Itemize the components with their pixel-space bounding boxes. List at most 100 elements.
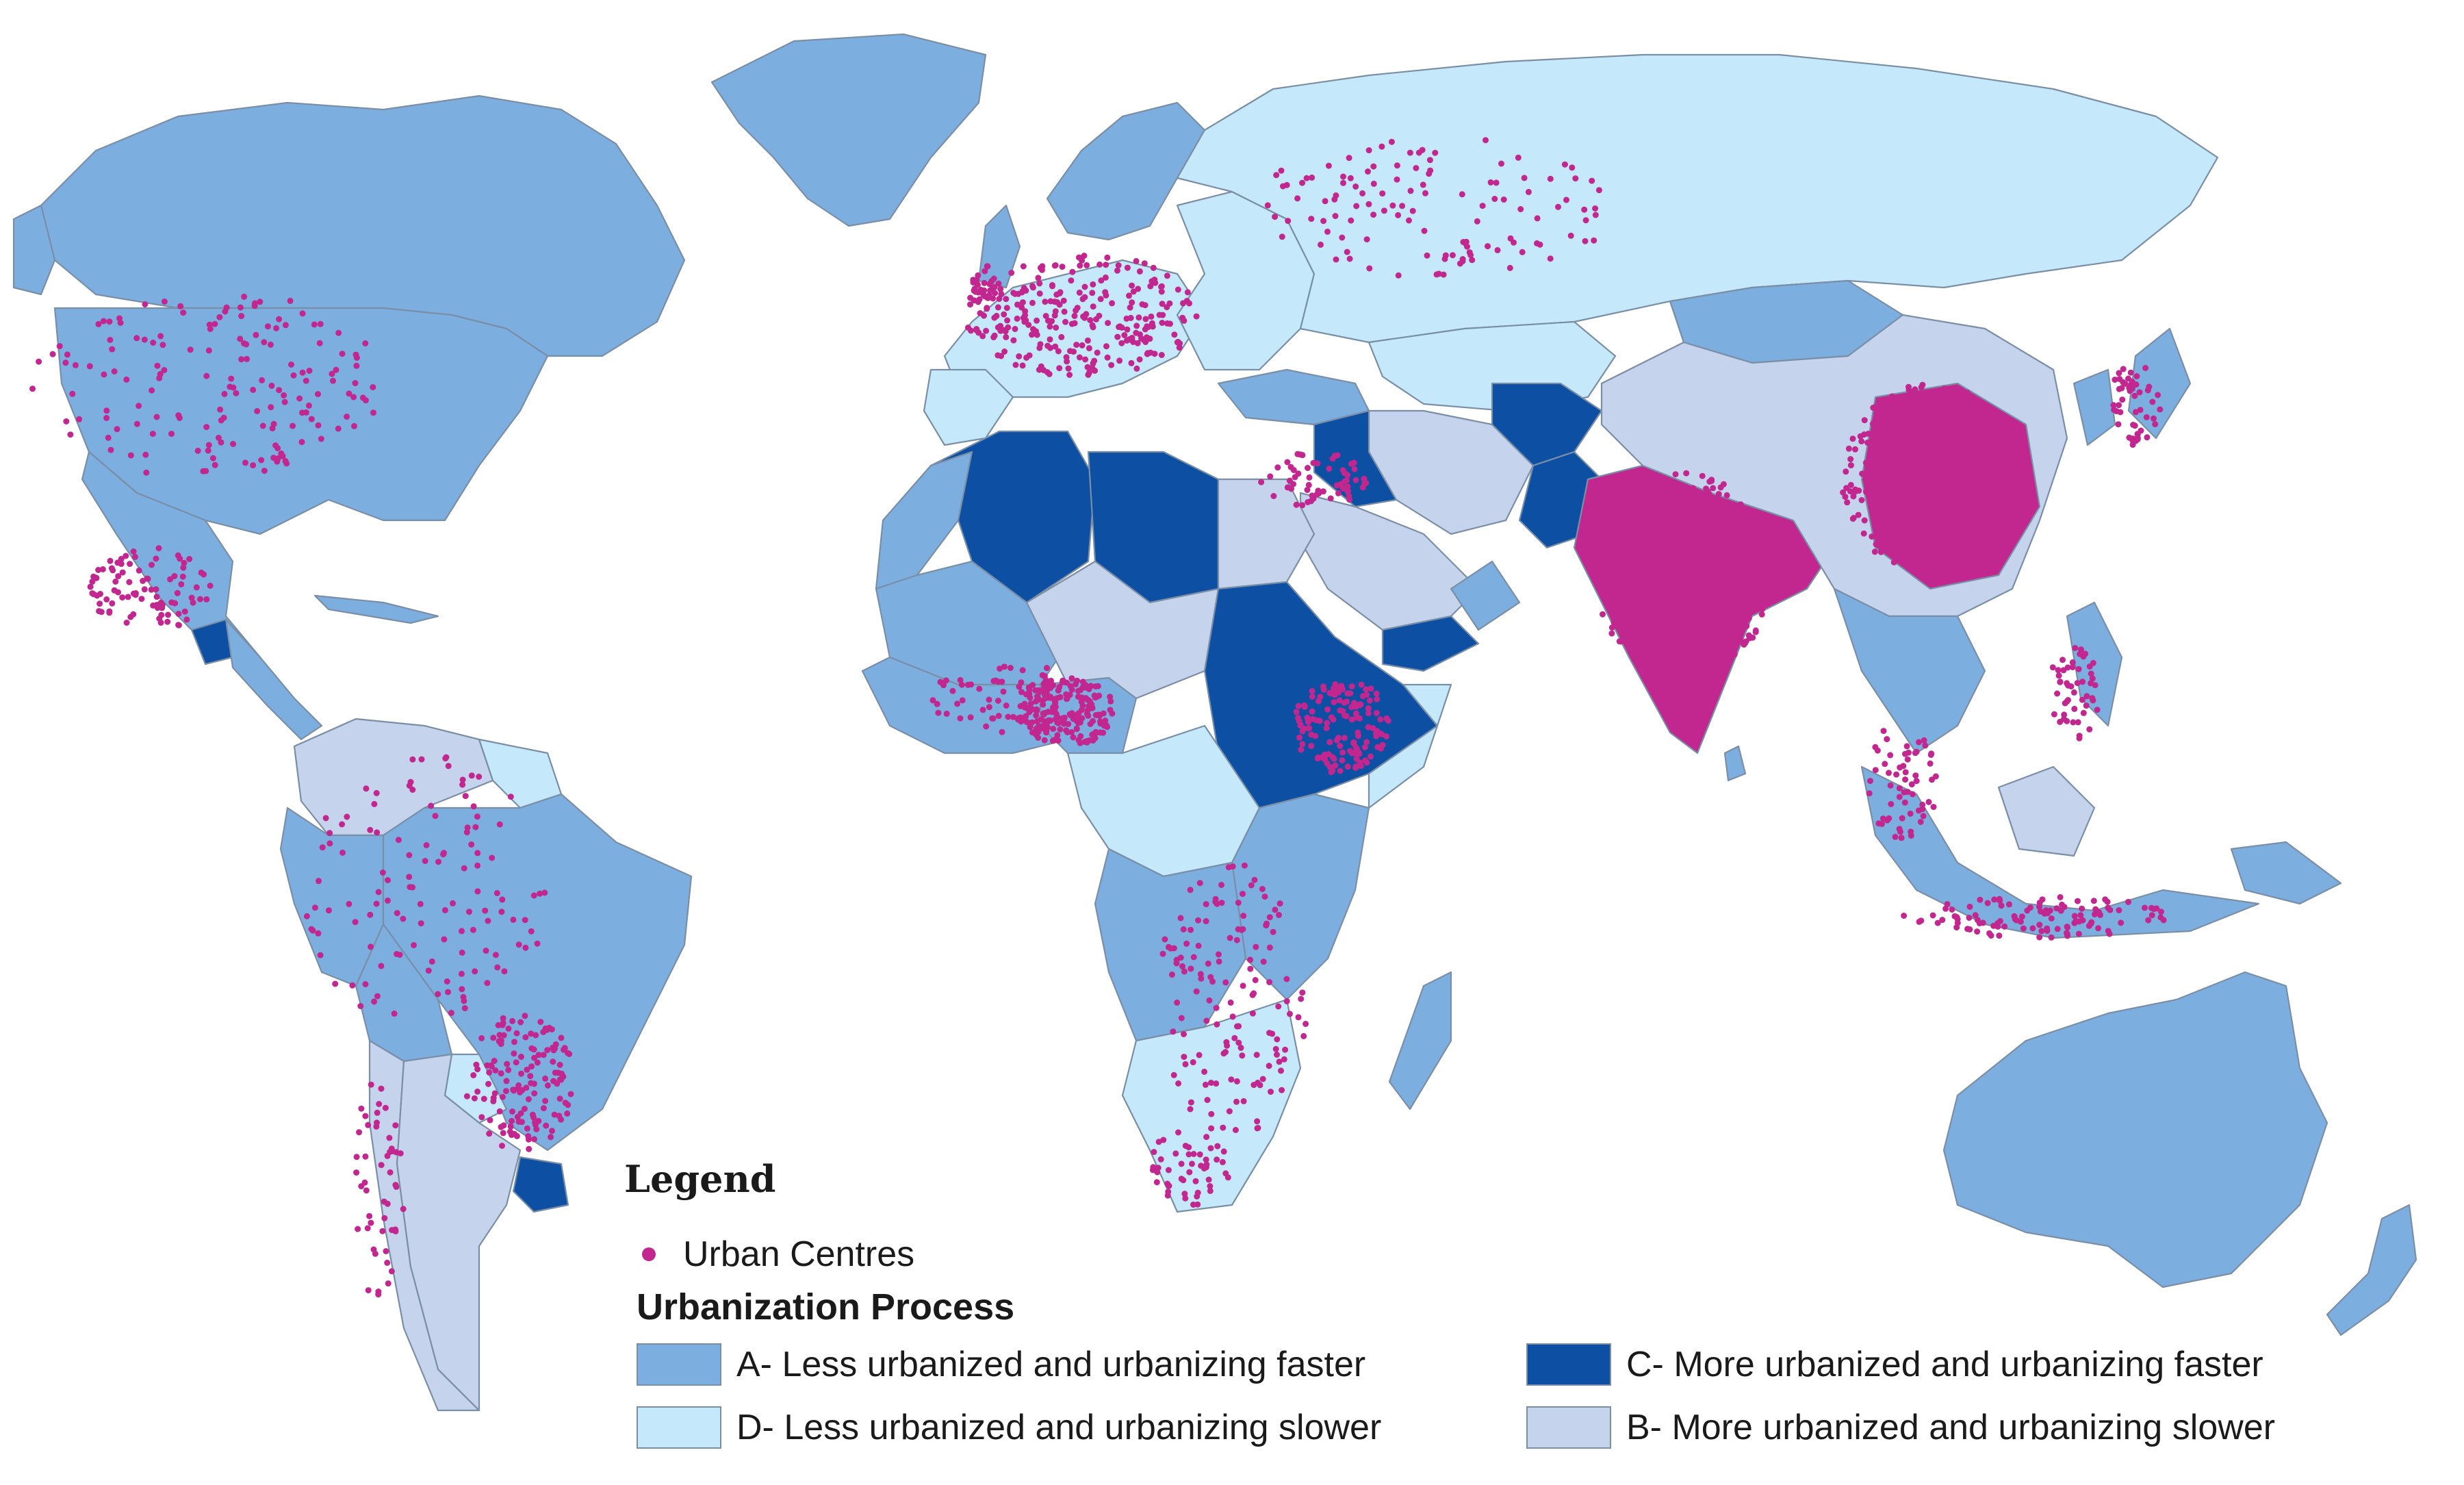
urban-centre-dot xyxy=(1165,1167,1172,1173)
urban-centre-dot xyxy=(1843,468,1849,475)
urban-centre-dot xyxy=(400,915,407,922)
urban-centre-dot xyxy=(1913,414,1920,421)
urban-centre-dot xyxy=(183,616,190,623)
urban-centre-dot xyxy=(499,1093,506,1100)
urban-centre-dot xyxy=(165,611,171,618)
urban-centre-dot xyxy=(1963,520,1970,527)
urban-centre-dot xyxy=(72,361,79,368)
urban-centre-dot xyxy=(1934,409,1940,416)
urban-centre-dot xyxy=(1902,451,1909,458)
urban-centre-dot xyxy=(1743,623,1750,629)
legend-item-b: B- More urbanized and urbanizing slower xyxy=(1526,1406,2275,1449)
urban-centre-dot xyxy=(335,425,342,432)
urban-centre-dot xyxy=(395,837,402,843)
urban-centre-dot xyxy=(387,1169,394,1176)
urban-centre-dot xyxy=(2118,385,2125,392)
urban-centre-dot xyxy=(1899,509,1906,515)
urban-centre-dot xyxy=(1050,726,1057,732)
urban-centre-dot xyxy=(466,909,472,915)
urban-centre-dot xyxy=(1667,634,1674,641)
urban-centre-dot xyxy=(1347,748,1353,754)
urban-centre-dot xyxy=(1188,926,1194,933)
urban-centre-dot xyxy=(1710,630,1717,637)
urban-centre-dot xyxy=(2061,711,2068,718)
urban-centre-dot xyxy=(1007,665,1014,671)
urban-centre-dot xyxy=(394,910,400,917)
urban-centre-dot xyxy=(2036,922,2043,928)
urban-centre-dot xyxy=(542,1097,549,1104)
urban-centre-dot xyxy=(1628,622,1635,629)
urban-centre-dot xyxy=(1344,488,1351,495)
urban-centre-dot xyxy=(484,1062,491,1069)
urban-centre-dot xyxy=(450,900,456,906)
urban-centre-dot xyxy=(1144,323,1151,330)
urban-centre-dot xyxy=(1288,485,1294,492)
urban-centre-dot xyxy=(1181,1054,1188,1061)
urban-centre-dot xyxy=(157,370,164,377)
urban-centre-dot xyxy=(984,305,990,312)
urban-centre-dot xyxy=(2115,421,2122,428)
urban-centre-dot xyxy=(1309,687,1316,694)
urban-centre-dot xyxy=(177,303,184,309)
urban-centre-dot xyxy=(2007,489,2014,495)
urban-centre-dot xyxy=(984,263,991,270)
urban-centre-dot xyxy=(216,314,223,320)
urban-centre-dot xyxy=(1084,337,1091,344)
urban-centre-dot xyxy=(1010,290,1017,296)
urban-centre-dot xyxy=(1171,331,1178,338)
urban-centre-dot xyxy=(339,821,346,828)
urban-centre-dot xyxy=(125,594,131,600)
urban-centre-dot xyxy=(967,714,974,721)
urban-centre-dot xyxy=(1684,520,1691,526)
urban-centre-dot xyxy=(1934,544,1941,550)
urban-centre-dot xyxy=(1148,320,1155,327)
urban-centre-dot xyxy=(1973,434,1980,441)
urban-centre-dot xyxy=(2039,896,2046,903)
urban-centre-dot xyxy=(1686,526,1693,533)
urban-centre-dot xyxy=(1066,372,1073,378)
urban-centre-dot xyxy=(362,1113,369,1119)
urban-centre-dot xyxy=(1582,238,1589,244)
urban-centre-dot xyxy=(1751,594,1758,601)
urban-centre-dot xyxy=(1849,435,1856,442)
urban-centre-dot xyxy=(1344,763,1351,770)
urban-centre-dot xyxy=(1642,596,1649,603)
urban-centre-dot xyxy=(975,281,981,288)
urban-centre-dot xyxy=(1521,175,1528,181)
urban-centre-dot xyxy=(1491,196,1498,202)
urban-centre-dot xyxy=(1594,573,1601,580)
urban-centre-dot xyxy=(1708,477,1715,483)
urban-centre-dot xyxy=(223,304,230,311)
urban-centre-dot xyxy=(2133,437,2139,444)
urban-centre-dot xyxy=(1016,353,1023,359)
urban-centre-dot xyxy=(1063,696,1070,702)
urban-centre-dot xyxy=(2146,383,2153,390)
urban-centre-dot xyxy=(276,387,283,394)
urban-centre-dot xyxy=(2064,932,2071,939)
urban-centre-dot xyxy=(518,1070,524,1077)
urban-centre-dot xyxy=(1061,715,1068,722)
urban-centre-dot xyxy=(986,281,993,288)
urban-centre-dot xyxy=(1116,357,1123,364)
urban-centre-dot xyxy=(1896,526,1903,533)
urban-centre-dot xyxy=(522,944,529,951)
urban-centre-dot xyxy=(498,909,505,915)
urban-centre-dot xyxy=(230,384,237,391)
urban-centre-dot xyxy=(542,1075,549,1082)
urban-centre-dot xyxy=(106,609,113,616)
urban-centre-dot xyxy=(371,800,378,807)
urban-centre-dot xyxy=(1259,1076,1266,1082)
urban-centre-dot xyxy=(1166,300,1173,307)
urban-centre-dot xyxy=(1383,715,1390,722)
urban-centre-dot xyxy=(1972,447,1979,454)
urban-centre-dot xyxy=(1861,417,1868,424)
urban-centre-dot xyxy=(2151,415,2157,422)
urban-centre-dot xyxy=(1040,697,1047,704)
urban-centre-dot xyxy=(1704,575,1711,581)
urban-centre-dot xyxy=(1920,813,1927,820)
urban-centre-dot xyxy=(1934,919,1941,926)
urban-centre-dot xyxy=(1348,716,1355,723)
urban-centre-dot xyxy=(517,1019,524,1026)
urban-centre-dot xyxy=(1900,408,1907,414)
urban-centre-dot xyxy=(1374,696,1381,702)
